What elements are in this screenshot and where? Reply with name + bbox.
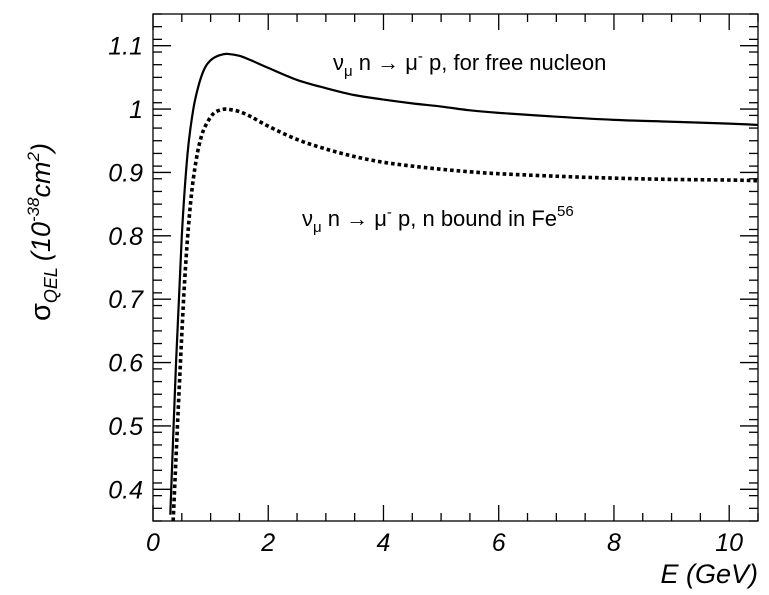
x-tick-label: 10	[715, 529, 743, 557]
y-tick-label: 1.1	[108, 33, 143, 61]
annotation-bound-mu-sub: μ	[313, 219, 322, 236]
annotation-bound-minus-sup: -	[387, 204, 392, 221]
plot-frame	[152, 13, 759, 522]
y-axis-title-unit-close: )	[26, 143, 56, 155]
series-line-bound-nucleon	[171, 107, 759, 522]
annotation-free-minus-sup: -	[418, 48, 423, 65]
series-line-free-nucleon	[169, 52, 759, 515]
y-axis-title-unit-pow: 2	[24, 151, 43, 162]
x-tick-label: 2	[260, 529, 275, 557]
annotation-free-nucleon: νμ n → μ- p, for free nucleon	[333, 48, 606, 80]
y-tick-label: 0.7	[108, 286, 144, 314]
x-axis-tick-labels: 0 2 4 6 8 10	[146, 529, 743, 557]
y-tick-label: 0.5	[108, 413, 143, 441]
annotation-bound-nu: ν	[302, 206, 313, 231]
y-tick-label: 0.6	[108, 350, 143, 378]
y-tick-label: 0.4	[108, 476, 143, 504]
y-axis-title-symbol: σ	[25, 303, 57, 321]
y-axis-title-subscript: QEL	[41, 267, 61, 303]
annotation-bound-nucleon: νμ n → μ- p, n bound in Fe56	[302, 203, 574, 236]
y-tick-label: 0.9	[108, 159, 143, 187]
x-tick-label: 6	[492, 529, 506, 557]
annotation-bound-fe-sup: 56	[557, 203, 574, 220]
y-axis-title: σQEL (10-38cm2)	[24, 143, 61, 321]
y-axis-ticks	[153, 13, 758, 522]
annotation-free-nu: ν	[333, 50, 344, 75]
x-tick-label: 4	[377, 529, 391, 557]
y-axis-title-unit-rest: cm	[26, 161, 56, 197]
annotation-free-rest: p, for free nucleon	[423, 50, 606, 75]
y-axis-title-unit-exp: -38	[24, 197, 43, 222]
x-axis-ticks	[152, 14, 759, 521]
x-tick-label: 8	[607, 529, 621, 557]
x-axis-title: E (GeV)	[660, 559, 758, 589]
annotation-free-reaction: n → μ	[353, 50, 418, 75]
y-tick-label: 1	[129, 96, 143, 124]
annotation-bound-reaction: n → μ	[322, 206, 387, 231]
y-axis-tick-labels: 0.4 0.5 0.6 0.7 0.8 0.9 1 1.1	[108, 33, 144, 505]
annotation-free-mu-sub: μ	[344, 63, 353, 80]
y-tick-label: 0.8	[108, 223, 143, 251]
x-tick-label: 0	[146, 529, 160, 557]
annotation-bound-rest: p, n bound in Fe	[392, 206, 557, 231]
series-layer	[169, 52, 759, 522]
y-axis-title-unit-base: (10	[26, 222, 56, 261]
plot-area-border	[152, 13, 759, 522]
